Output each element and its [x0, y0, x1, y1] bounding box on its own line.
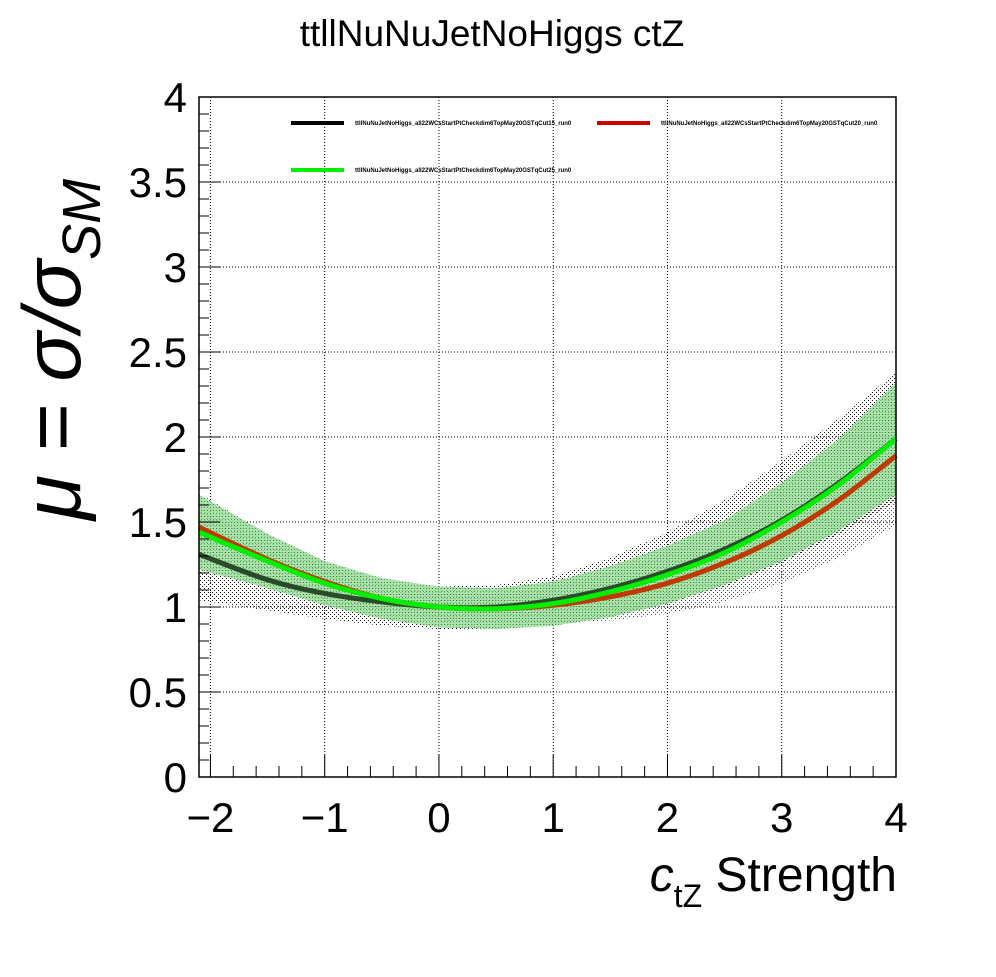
x-axis-label-symbol: c [650, 849, 674, 902]
y-tick-label: 0 [164, 754, 187, 801]
y-tick-label: 1 [164, 584, 187, 631]
y-tick-label: 2.5 [129, 329, 187, 376]
y-axis-label-ratio: = σ/σ [7, 256, 98, 475]
legend-label-2: ttllNuNuJetNoHiggs_all22WCsStartPtCheckd… [661, 121, 878, 127]
legend: ttllNuNuJetNoHiggs_all22WCsStartPtCheckd… [291, 121, 878, 174]
x-tick-label: 2 [656, 794, 679, 841]
x-tick-label: 1 [542, 794, 565, 841]
uncertainty-band-3 [199, 382, 896, 630]
axis-ticks [199, 96, 897, 778]
y-tick-label: 3.5 [129, 159, 187, 206]
legend-label-1: ttllNuNuJetNoHiggs_all22WCsStartPtCheckd… [355, 121, 572, 127]
series-line-3 [198, 436, 898, 612]
tick-labels: −2 −1 0 1 2 3 4 0 0.5 1 1.5 2 2.5 3 3.5 4 [129, 74, 908, 841]
x-tick-label: 3 [770, 794, 793, 841]
y-tick-label: 4 [164, 74, 187, 121]
y-tick-label: 3 [164, 244, 187, 291]
grid-lines [199, 97, 896, 777]
x-tick-label: −1 [301, 794, 349, 841]
y-axis-label-subscript: SM [52, 179, 112, 260]
y-tick-label: 1.5 [129, 499, 187, 546]
legend-label-3: ttllNuNuJetNoHiggs_all22WCsStartPtCheckd… [355, 168, 572, 174]
x-axis-label-subscript: tZ [674, 878, 702, 914]
chart-title: ttllNuNuJetNoHiggs ctZ [300, 13, 685, 54]
x-tick-label: 4 [884, 794, 907, 841]
y-tick-label: 2 [164, 414, 187, 461]
x-axis-label: ctZ Strength [650, 849, 897, 914]
y-axis-label: μ = σ/σSM [7, 179, 112, 522]
y-axis-label-mu: μ [7, 475, 98, 522]
x-axis-label-suffix: Strength [702, 849, 897, 902]
series-lines [197, 436, 898, 612]
x-tick-label: 0 [427, 794, 450, 841]
x-tick-label: −2 [186, 794, 234, 841]
y-tick-label: 0.5 [129, 669, 187, 716]
